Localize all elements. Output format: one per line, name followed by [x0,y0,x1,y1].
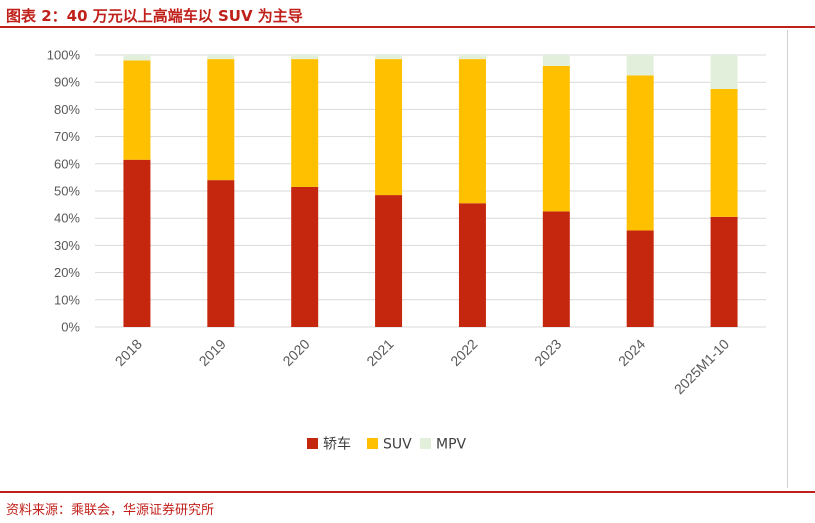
legend-label: SUV [383,437,412,453]
gridlines [95,54,766,328]
legend-label: 轿车 [323,436,351,453]
bar-suv-2023 [542,65,570,212]
bar-sedan-2023 [542,211,570,327]
y-tick-label: 60% [54,156,80,171]
stacked-bar-chart: 0%10%20%30%40%50%60%70%80%90%100% 2018 20… [47,48,766,453]
x-tick-label: 2020 [279,336,312,369]
bar-stacks [123,55,738,327]
bar-sedan-2022 [458,203,486,327]
bar-suv-2018 [123,60,151,160]
bar-mpv-2021 [375,55,403,60]
bar-mpv-2018 [123,55,151,61]
title-underline [0,26,815,28]
bar-mpv-2022 [458,55,486,60]
frame-divider [787,30,788,488]
bar-mpv-2020 [291,55,319,60]
bar-suv-2024 [626,75,654,231]
legend-label: MPV [436,437,467,453]
bar-sedan-2018 [123,159,151,327]
x-tick-label: 2018 [112,336,145,369]
chart-title: 图表 2：40 万元以上高端车以 SUV 为主导 [6,7,303,25]
legend-swatch [420,438,431,449]
x-tick-label: 2022 [447,336,480,369]
x-tick-label: 2025M1-10 [671,336,733,398]
y-tick-label: 10% [54,292,80,307]
bar-sedan-2020 [291,186,319,327]
legend-swatch [367,438,378,449]
y-tick-label: 50% [54,184,80,199]
y-tick-label: 90% [54,75,80,90]
y-tick-label: 20% [54,265,80,280]
x-tick-label: 2019 [196,336,229,369]
bar-mpv-2025M1-10 [710,55,738,89]
y-axis-ticks: 0% 10% 20% 30% 40% 50% 60% 70% 80% 90% 100% [47,48,81,335]
bar-mpv-2024 [626,55,654,76]
bar-suv-2025M1-10 [710,89,738,217]
source-note: 资料来源：乘联会，华源证券研究所 [6,503,215,518]
footer-rule [0,491,815,493]
x-tick-label: 2024 [615,336,648,369]
bar-suv-2020 [291,59,319,187]
bar-sedan-2025M1-10 [710,216,738,327]
y-tick-label: 100% [47,48,81,63]
bar-suv-2019 [207,59,235,181]
bar-suv-2021 [375,59,403,196]
legend: 轿车 SUV MPV [307,436,467,453]
y-tick-label: 70% [54,129,80,144]
x-tick-label: 2021 [363,336,396,369]
bar-sedan-2021 [375,195,403,327]
y-tick-label: 30% [54,238,80,253]
bar-suv-2022 [458,59,486,204]
bar-mpv-2023 [542,55,570,66]
legend-swatch [307,438,318,449]
bar-mpv-2019 [207,55,235,60]
y-tick-label: 40% [54,211,80,226]
bar-sedan-2019 [207,180,235,327]
y-tick-label: 80% [54,102,80,117]
bar-sedan-2024 [626,230,654,327]
x-axis-ticks: 2018 2019 2020 2021 2022 2023 2024 2025M1-10 [112,336,733,398]
y-tick-label: 0% [61,320,80,335]
x-tick-label: 2023 [531,336,564,369]
